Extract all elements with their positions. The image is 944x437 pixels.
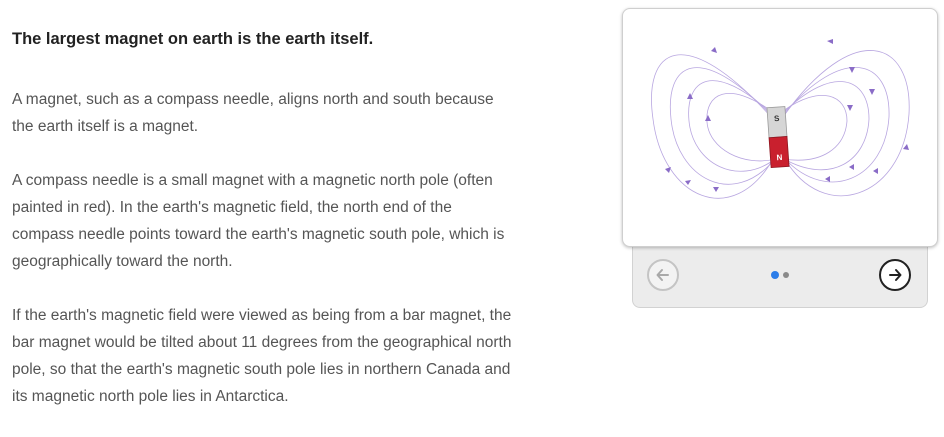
- field-arrow: [903, 144, 909, 150]
- magnet-north-pole: [768, 136, 790, 169]
- field-arrow: [849, 67, 855, 73]
- bar-magnet: S N: [766, 106, 790, 169]
- paragraph-3: If the earth's magnetic field were viewe…: [12, 307, 512, 405]
- field-line: [782, 95, 848, 161]
- magnet-south-label: S: [774, 114, 781, 123]
- field-arrow: [827, 39, 833, 44]
- magnet-north-label: N: [776, 153, 783, 162]
- field-line: [782, 81, 870, 171]
- field-arrow: [665, 167, 671, 173]
- slide-dot-2[interactable]: [783, 272, 789, 278]
- field-line: [688, 80, 776, 172]
- field-line: [669, 67, 776, 185]
- field-arrow: [847, 105, 853, 111]
- field-line: [651, 54, 774, 199]
- field-arrow: [687, 93, 693, 99]
- field-line: [706, 93, 777, 162]
- field-arrow: [849, 164, 854, 170]
- paragraph-1: A magnet, such as a compass needle, alig…: [12, 91, 494, 135]
- field-arrow: [873, 168, 878, 174]
- article-text: The largest magnet on earth is the earth…: [12, 28, 512, 437]
- field-arrow: [713, 187, 719, 192]
- next-slide-button[interactable]: [879, 259, 911, 291]
- field-arrow: [825, 176, 830, 182]
- slide-image-card: S N: [622, 8, 938, 247]
- field-arrow: [869, 89, 875, 95]
- arrow-right-icon: [889, 269, 902, 281]
- field-arrow: [705, 115, 711, 121]
- slide-dot-1[interactable]: [771, 271, 779, 279]
- magnetic-field-diagram: S N: [651, 39, 910, 199]
- slideshow-controls: [632, 243, 928, 308]
- field-lines: [651, 50, 910, 199]
- field-arrows: [665, 39, 909, 192]
- field-line: [782, 67, 890, 183]
- field-arrow: [711, 47, 717, 53]
- article-heading: The largest magnet on earth is the earth…: [12, 30, 374, 48]
- arrow-left-icon: [656, 269, 669, 281]
- field-line: [782, 50, 910, 197]
- previous-slide-button[interactable]: [647, 259, 679, 291]
- paragraph-2: A compass needle is a small magnet with …: [12, 172, 505, 270]
- slide-indicator: [771, 271, 789, 279]
- field-arrow: [685, 180, 691, 185]
